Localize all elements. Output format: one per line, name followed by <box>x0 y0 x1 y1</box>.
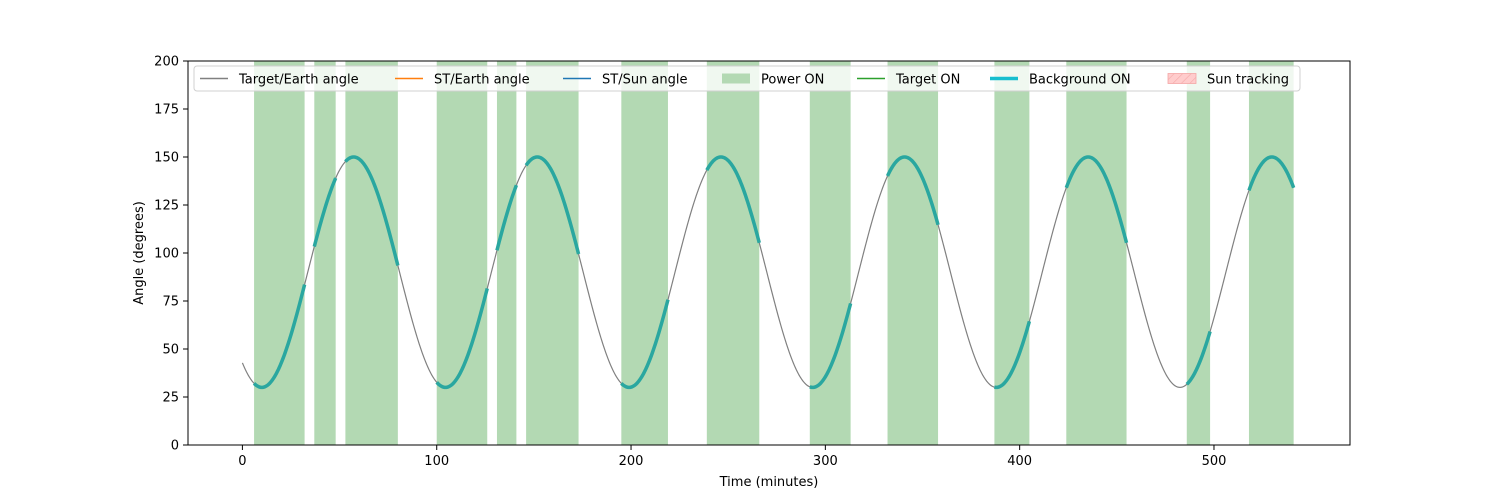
x-tick-label: 400 <box>1007 454 1032 469</box>
legend: Target/Earth angle ST/Earth angle ST/Sun a… <box>193 65 1301 92</box>
x-tick-label: 500 <box>1202 454 1227 469</box>
background-on-segment-9 <box>885 155 940 226</box>
x-axis-label: Time (minutes) <box>719 475 819 490</box>
legend-label: ST/Sun angle <box>602 73 688 88</box>
y-tick-label: 150 <box>154 151 179 166</box>
legend-label: Target ON <box>895 73 960 88</box>
power-on-band-1 <box>314 61 336 445</box>
y-tick-label: 75 <box>162 295 179 310</box>
target-earth-angle-line <box>241 156 1295 389</box>
x-tick-label: 0 <box>238 454 246 469</box>
background-on-segment-8 <box>809 302 853 390</box>
legend-label: Background ON <box>1029 73 1131 88</box>
y-tick-label: 200 <box>154 55 179 70</box>
background-on-segment-1 <box>312 177 338 248</box>
background-on-segment-2 <box>344 155 400 266</box>
legend-entry-5: Background ON <box>990 73 1131 88</box>
background-on-segment-3 <box>435 287 489 390</box>
power-on-band-7 <box>706 61 760 445</box>
background-on-segment-0 <box>252 284 307 390</box>
x-axis-ticks: 0 100 200 300 400 500 <box>238 445 1226 469</box>
y-tick-label: 0 <box>171 439 179 454</box>
background-on-segment-5 <box>524 155 581 255</box>
background-on-segment-11 <box>1064 155 1129 244</box>
background-on-series <box>252 155 1296 390</box>
power-on-band-0 <box>254 61 305 445</box>
legend-label: Sun tracking <box>1207 73 1289 88</box>
legend-entry-0: Target/Earth angle <box>200 73 359 88</box>
x-tick-label: 300 <box>813 454 838 469</box>
legend-label: Power ON <box>761 73 824 88</box>
power-on-band-13 <box>1248 61 1294 445</box>
background-on-segment-10 <box>994 320 1032 390</box>
background-on-segment-12 <box>1185 330 1212 386</box>
legend-entry-3: Power ON <box>722 73 824 88</box>
y-tick-label: 100 <box>154 247 179 262</box>
x-tick-label: 200 <box>619 454 644 469</box>
power-on-band-10 <box>994 61 1030 445</box>
power-on-band-2 <box>345 61 398 445</box>
x-tick-label: 100 <box>424 454 449 469</box>
y-tick-label: 125 <box>154 199 179 214</box>
legend-swatch <box>722 73 750 84</box>
legend-label: ST/Earth angle <box>434 73 530 88</box>
power-on-band-11 <box>1066 61 1127 445</box>
legend-entry-4: Target ON <box>857 73 960 88</box>
y-tick-label: 175 <box>154 103 179 118</box>
power-on-band-4 <box>496 61 517 445</box>
y-axis-ticks: 0 25 50 75 100 125 150 175 200 <box>154 55 188 454</box>
power-on-band-9 <box>887 61 939 445</box>
power-on-bands <box>254 61 1294 445</box>
y-tick-label: 25 <box>162 391 179 406</box>
power-on-band-12 <box>1186 61 1211 445</box>
target-earth-angle-series <box>241 156 1295 389</box>
power-on-band-5 <box>526 61 579 445</box>
power-on-band-6 <box>621 61 668 445</box>
legend-label: Target/Earth angle <box>238 73 359 88</box>
background-on-segment-7 <box>705 155 761 244</box>
background-on-segment-13 <box>1247 155 1296 192</box>
y-axis-label: Angle (degrees) <box>132 201 147 305</box>
y-tick-label: 50 <box>162 343 179 358</box>
power-on-band-8 <box>809 61 851 445</box>
background-on-segment-6 <box>620 299 670 390</box>
legend-entry-6: Sun tracking <box>1167 73 1289 88</box>
legend-entry-2: ST/Sun angle <box>563 73 688 88</box>
power-on-band-3 <box>436 61 488 445</box>
legend-entry-1: ST/Earth angle <box>395 73 530 88</box>
background-on-segment-4 <box>495 184 519 251</box>
